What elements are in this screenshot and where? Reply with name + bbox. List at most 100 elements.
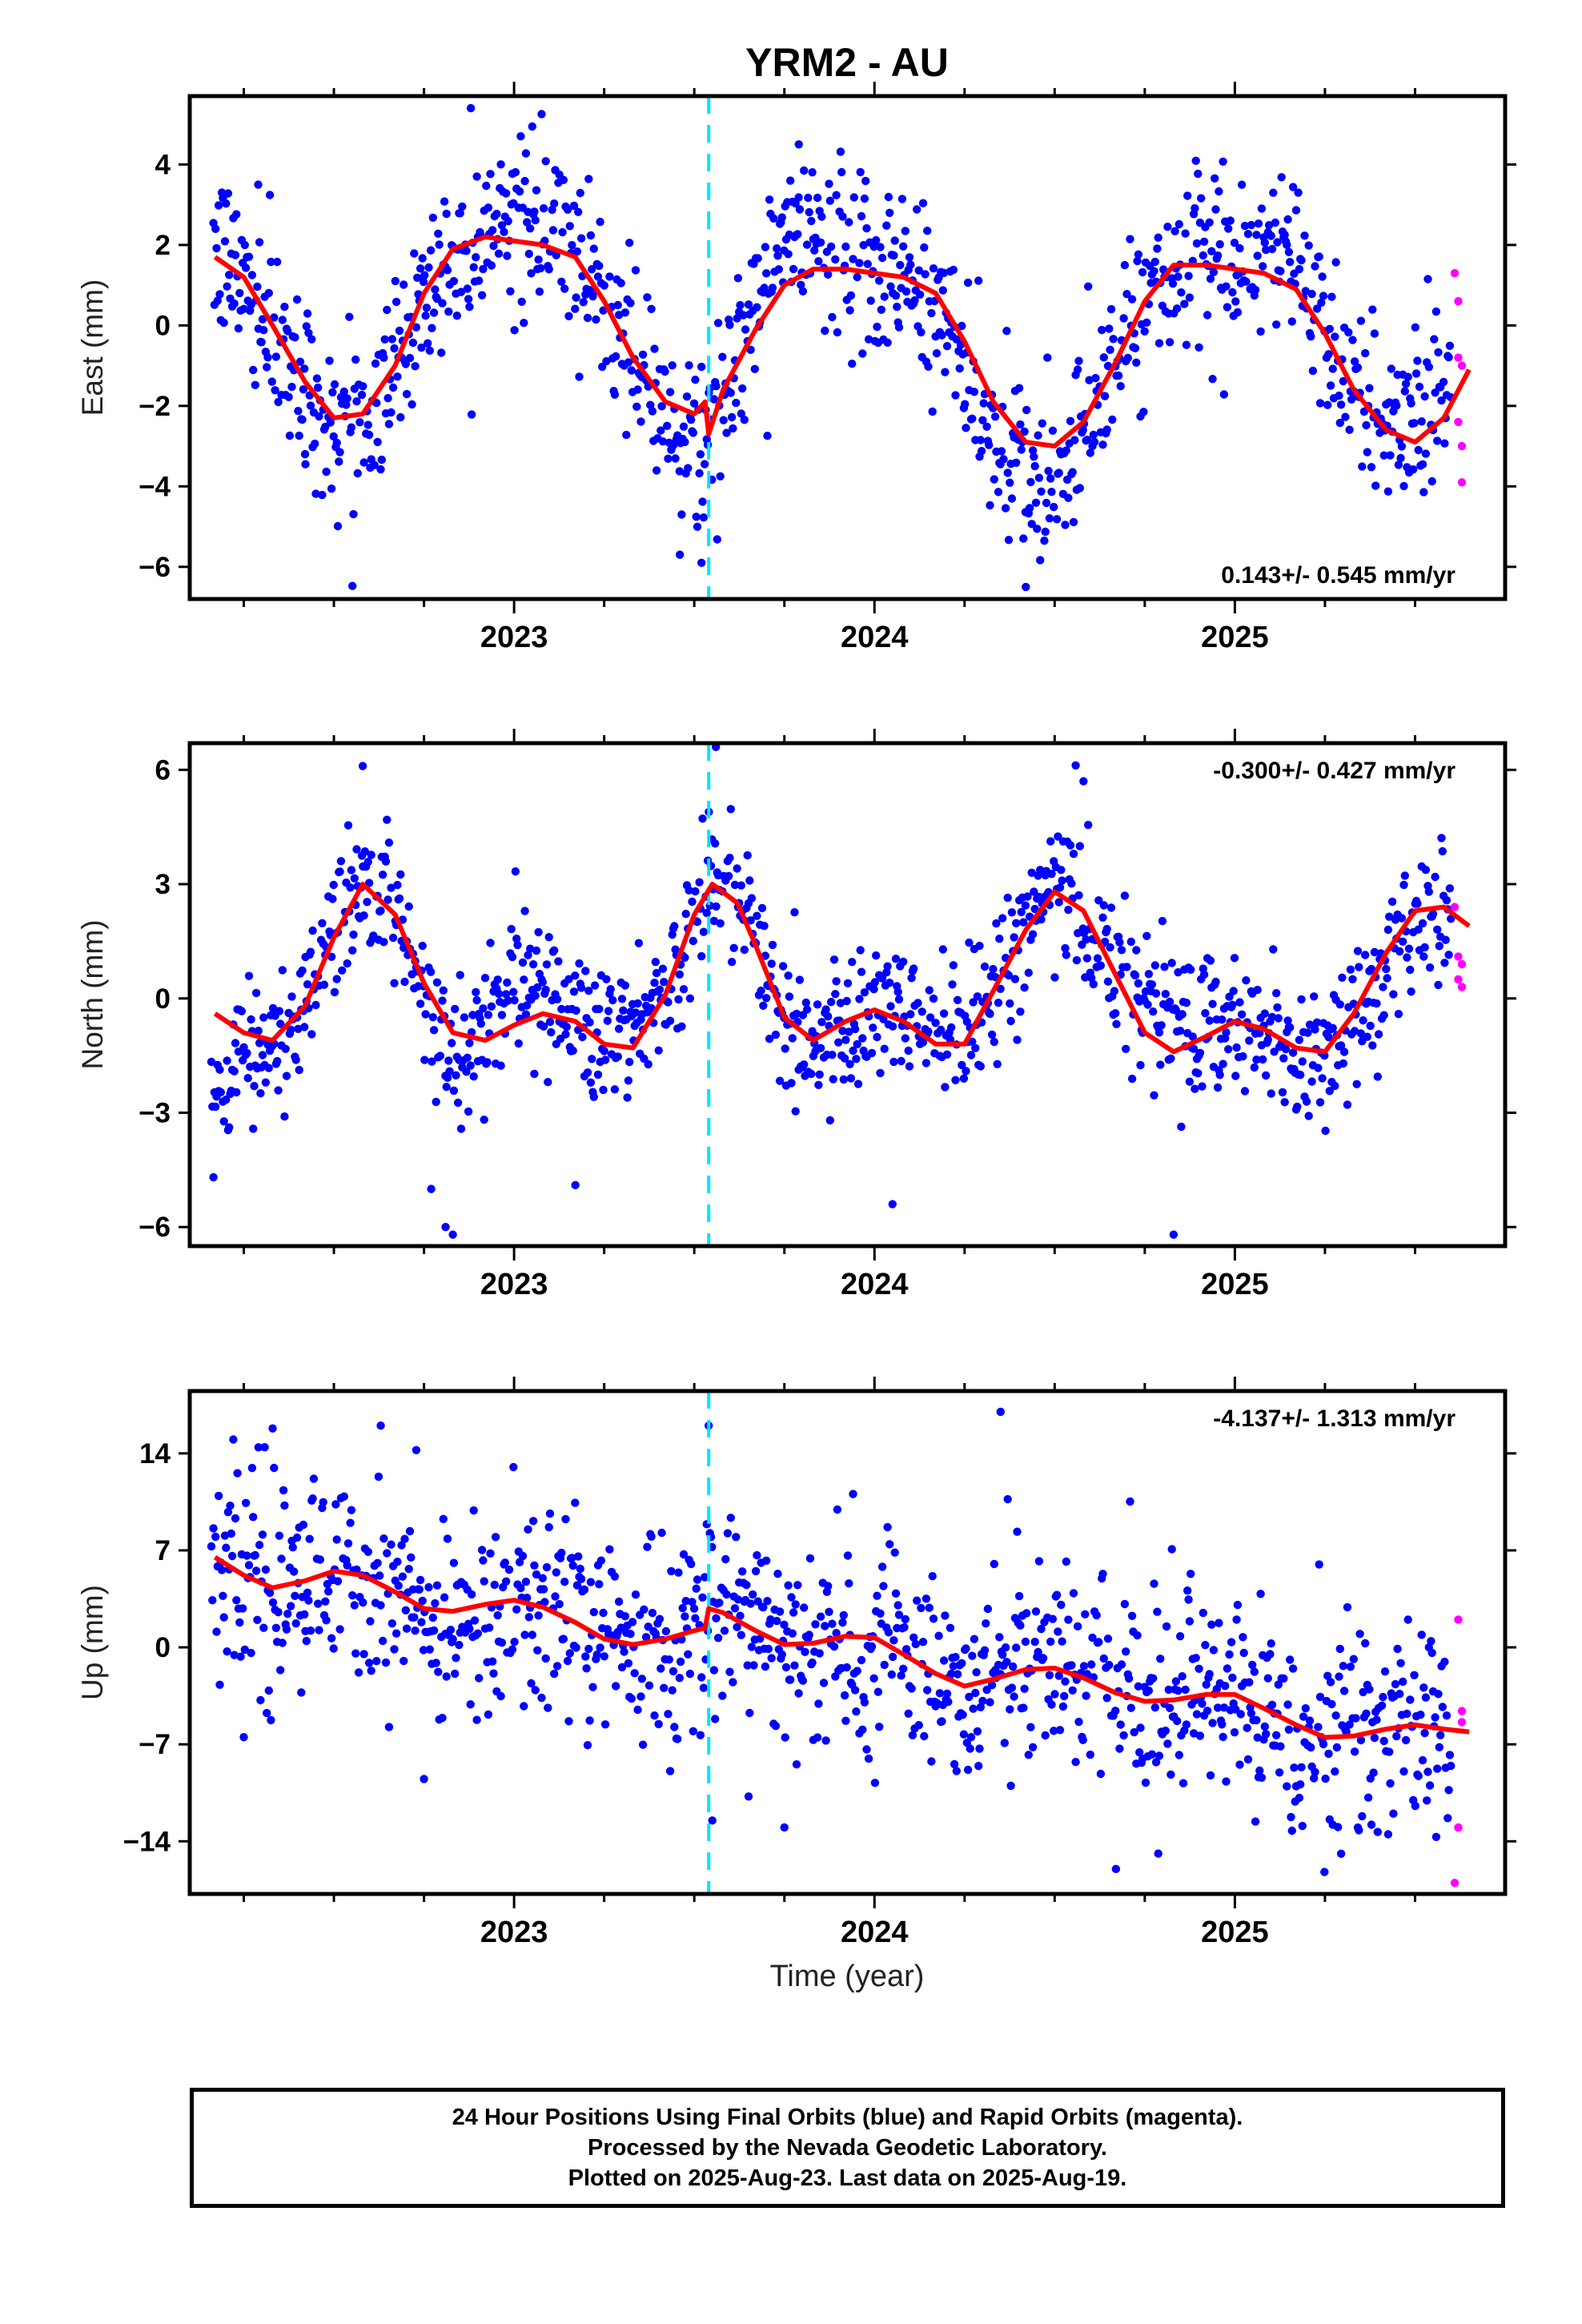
final-orbit-point — [239, 1733, 248, 1742]
final-orbit-point — [1259, 262, 1267, 271]
final-orbit-point — [917, 328, 926, 337]
final-orbit-point — [440, 1593, 449, 1602]
final-orbit-point — [276, 1019, 285, 1028]
final-orbit-point — [527, 269, 536, 278]
final-orbit-point — [521, 1010, 531, 1019]
final-orbit-point — [1024, 1751, 1034, 1759]
final-orbit-point — [230, 299, 239, 308]
final-orbit-point — [225, 1123, 234, 1132]
final-orbit-point — [977, 447, 986, 456]
final-orbit-point — [693, 1575, 702, 1584]
final-orbit-point — [815, 1649, 824, 1658]
final-orbit-point — [1418, 919, 1427, 928]
final-orbit-point — [1207, 247, 1216, 255]
final-orbit-point — [475, 1674, 484, 1683]
final-orbit-point — [490, 1580, 499, 1590]
rapid-orbit-point — [1454, 297, 1463, 306]
final-orbit-point — [971, 1043, 980, 1053]
final-orbit-point — [1010, 933, 1018, 942]
final-orbit-point — [1250, 1667, 1259, 1676]
final-orbit-point — [889, 1636, 898, 1645]
final-orbit-point — [1007, 1683, 1017, 1692]
final-orbit-point — [287, 382, 296, 392]
final-orbit-point — [261, 1565, 271, 1574]
final-orbit-point — [677, 510, 686, 519]
final-orbit-point — [1231, 1072, 1240, 1080]
final-orbit-point — [733, 1622, 741, 1632]
final-orbit-point — [533, 983, 542, 992]
final-orbit-point — [1169, 1230, 1178, 1239]
final-orbit-point — [376, 464, 385, 474]
final-orbit-point — [541, 157, 550, 166]
final-orbit-point — [306, 947, 315, 956]
final-orbit-point — [668, 361, 677, 370]
final-orbit-point — [1075, 842, 1085, 850]
final-orbit-point — [1166, 1770, 1175, 1779]
final-orbit-point — [467, 1590, 476, 1599]
final-orbit-point — [1177, 1122, 1186, 1132]
final-orbit-point — [709, 395, 719, 404]
final-orbit-point — [720, 1626, 729, 1635]
final-orbit-point — [451, 1669, 460, 1679]
final-orbit-point — [775, 1607, 785, 1616]
final-orbit-point — [1206, 274, 1215, 283]
final-orbit-point — [383, 815, 391, 824]
final-orbit-point — [383, 895, 392, 904]
final-orbit-point — [475, 276, 484, 285]
final-orbit-point — [1438, 846, 1447, 856]
final-orbit-point — [795, 205, 805, 214]
final-orbit-point — [1420, 1728, 1429, 1738]
final-orbit-point — [1116, 382, 1125, 391]
final-orbit-point — [971, 1688, 980, 1698]
final-orbit-point — [907, 974, 916, 983]
final-orbit-point — [381, 1658, 391, 1667]
final-orbit-point — [905, 253, 914, 262]
final-orbit-point — [1162, 1622, 1171, 1631]
final-orbit-point — [333, 1577, 343, 1586]
final-orbit-point — [1058, 1702, 1068, 1711]
final-orbit-point — [560, 284, 569, 293]
final-orbit-point — [608, 995, 617, 1005]
final-orbit-point — [349, 509, 358, 519]
final-orbit-point — [990, 1037, 999, 1047]
final-orbit-point — [346, 1518, 355, 1527]
final-orbit-point — [223, 189, 233, 198]
final-orbit-point — [616, 279, 625, 287]
final-orbit-point — [995, 1633, 1004, 1642]
final-orbit-point — [427, 1184, 436, 1193]
final-orbit-point — [1069, 517, 1078, 527]
final-orbit-point — [616, 1623, 625, 1632]
final-orbit-point — [1034, 473, 1044, 482]
final-orbit-point — [442, 1672, 451, 1681]
final-orbit-point — [1022, 405, 1031, 415]
final-orbit-point — [263, 1708, 271, 1718]
final-orbit-point — [511, 167, 520, 177]
final-orbit-point — [1064, 905, 1073, 915]
final-orbit-point — [1280, 1098, 1289, 1107]
final-orbit-point — [346, 883, 355, 892]
final-orbit-point — [305, 1534, 314, 1543]
final-orbit-point — [1163, 1739, 1172, 1748]
final-orbit-point — [421, 1010, 430, 1019]
final-orbit-point — [487, 1002, 496, 1011]
final-orbit-point — [253, 1615, 262, 1625]
final-orbit-point — [1215, 239, 1224, 249]
final-orbit-point — [374, 1472, 383, 1482]
final-orbit-point — [941, 1083, 950, 1092]
final-orbit-point — [966, 1733, 976, 1742]
final-orbit-point — [1409, 465, 1418, 474]
final-orbit-point — [419, 277, 428, 287]
final-orbit-point — [836, 999, 845, 1007]
final-orbit-point — [390, 1645, 399, 1654]
final-orbit-point — [404, 902, 413, 911]
final-orbit-point — [216, 1088, 225, 1097]
final-orbit-point — [1173, 1716, 1182, 1726]
final-orbit-point — [1150, 1703, 1160, 1712]
final-orbit-point — [1054, 1671, 1063, 1680]
final-orbit-point — [647, 304, 656, 313]
final-orbit-point — [780, 1823, 789, 1832]
final-orbit-point — [784, 250, 793, 259]
final-orbit-point — [726, 805, 735, 814]
final-orbit-point — [899, 242, 908, 251]
final-orbit-point — [678, 1603, 687, 1613]
